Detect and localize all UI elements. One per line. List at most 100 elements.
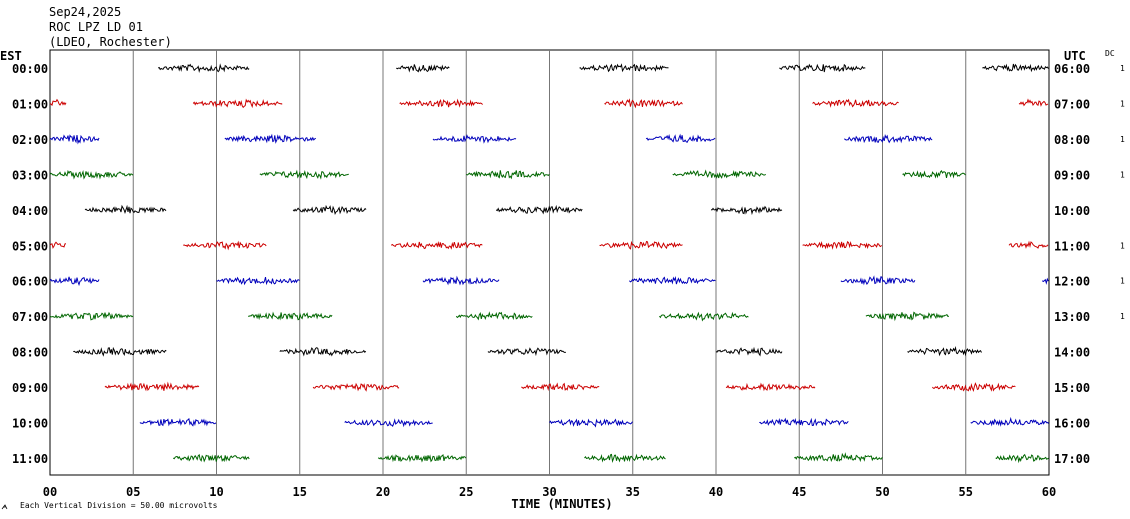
row-dc-value: 1 [1120,99,1125,108]
x-tick-labels: 00 05 10 15 20 25 30 35 40 45 50 55 60 [43,485,1056,499]
trace-segment [183,240,267,251]
trace-segment [455,311,533,321]
trace-segment [1018,98,1049,107]
trace-segment [802,240,882,250]
trace-segment [259,169,349,180]
row-label-est: 01:00 [12,97,48,111]
x-tick-label: 25 [459,485,473,499]
trace-segment [172,453,250,463]
trace-segment [995,453,1049,464]
row-label-est: 07:00 [12,310,48,324]
row-dc-value: 1 [1120,64,1125,73]
x-tick-label: 30 [542,485,556,499]
x-tick-label: 50 [875,485,889,499]
x-tick-label: 35 [626,485,640,499]
trace-segment [49,311,134,321]
trace-segment [672,169,766,179]
x-tick-label: 60 [1042,485,1056,499]
row-label-utc: 15:00 [1054,381,1090,395]
trace-segment [49,169,134,180]
x-tick-label: 15 [293,485,307,499]
x-tick-label: 05 [126,485,140,499]
header-network: (LDEO, Rochester) [49,35,172,49]
trace-segment [1041,277,1049,285]
x-tick-label: 20 [376,485,390,499]
x-tick-label: 10 [209,485,223,499]
x-axis-label: TIME (MINUTES) [511,497,612,511]
trace-segment [549,418,633,428]
trace-segment [907,346,982,357]
x-tick-label: 55 [959,485,973,499]
trace-segment [49,241,67,249]
trace-segment [579,63,669,73]
trace-segment [104,381,200,392]
trace-segment [902,170,966,179]
trace-segment [715,346,783,357]
header-date: Sep24,2025 [49,5,121,19]
x-tick-label: 45 [792,485,806,499]
row-label-utc: 09:00 [1054,168,1090,182]
row-label-utc: 07:00 [1054,97,1090,111]
row-label-est: 08:00 [12,346,48,360]
row-label-est: 05:00 [12,239,48,253]
row-label-utc: 11:00 [1054,239,1090,253]
footer-icon [1,504,8,510]
trace-segment [604,98,683,109]
trace-segment [932,382,1016,393]
trace-segment [377,454,467,463]
row-label-utc: 12:00 [1054,275,1090,289]
trace-segment [725,382,816,392]
trace-segment [157,63,250,73]
row-label-utc: 08:00 [1054,133,1090,147]
trace-segment [248,311,333,321]
trace-segment [645,133,716,144]
row-labels: 00:00 06:00 1 01:00 07:00 1 02:00 08:00 1 03:00 09… [12,62,1125,466]
row-label-est: 04:00 [12,204,48,218]
trace-segment [812,98,899,108]
trace-segment [1008,240,1049,249]
trace-segment [395,64,450,73]
trace-segment [521,382,600,392]
trace-segment [865,311,949,322]
row-dc-value: 1 [1120,277,1125,286]
trace-segment [192,98,283,109]
trace-segment [982,63,1049,73]
trace-group [49,63,1050,464]
left-axis-title: EST [0,49,22,63]
trace-segment [840,275,916,286]
trace-segment [292,204,367,215]
row-label-utc: 13:00 [1054,310,1090,324]
trace-segment [84,204,167,214]
trace-segment [312,382,400,392]
trace-segment [49,98,67,107]
trace-segment [73,346,167,357]
row-dc-value: 1 [1120,135,1125,144]
row-dc-value: 1 [1120,170,1125,179]
trace-segment [599,240,683,250]
row-label-est: 09:00 [12,381,48,395]
trace-segment [779,63,866,73]
trace-segment [279,347,367,357]
trace-segment [487,347,567,357]
trace-segment [49,276,100,287]
row-label-utc: 16:00 [1054,417,1090,431]
row-label-est: 02:00 [12,133,48,147]
row-dc-value: 1 [1120,241,1125,250]
trace-segment [584,453,666,463]
x-tick-label: 00 [43,485,57,499]
row-label-utc: 10:00 [1054,204,1090,218]
trace-segment [844,133,933,144]
trace-segment [399,98,483,108]
vertical-gridlines [132,50,967,475]
row-label-utc: 14:00 [1054,346,1090,360]
dc-title: DC [1105,49,1115,58]
trace-segment [759,417,849,427]
trace-segment [495,204,583,215]
trace-segment [49,134,100,145]
trace-segment [970,416,1050,427]
row-label-est: 00:00 [12,62,48,76]
trace-segment [659,311,749,322]
trace-segment [466,170,550,180]
trace-segment [224,133,317,144]
